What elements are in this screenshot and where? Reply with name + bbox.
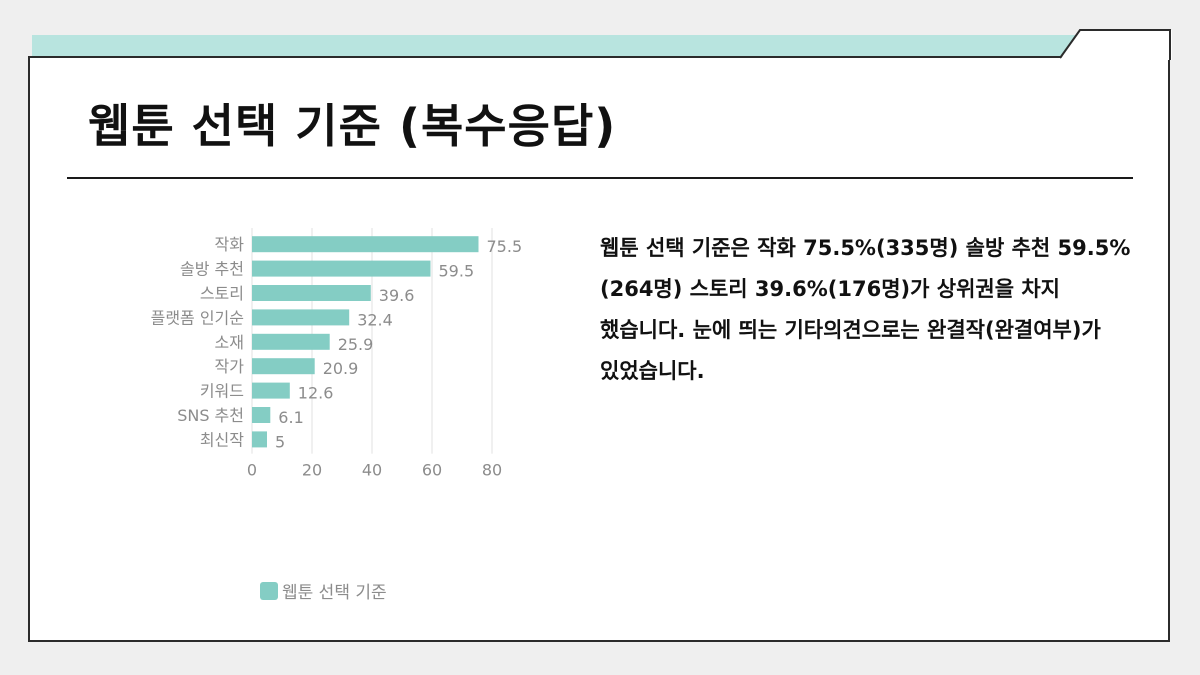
page-title: 웹툰 선택 기준 (복수응답) bbox=[88, 99, 617, 153]
legend-swatch bbox=[260, 581, 278, 600]
category-label: 최신작 bbox=[200, 430, 244, 449]
description-text: 웹툰 선택 기준은 작화 75.5%(335명) 솔방 추천 59.5%(264… bbox=[600, 236, 1131, 383]
category-label: 작화 bbox=[215, 235, 245, 254]
bar bbox=[252, 260, 431, 277]
x-tick-label: 40 bbox=[362, 461, 382, 480]
slide-card bbox=[28, 56, 1170, 642]
x-tick-label: 80 bbox=[482, 461, 502, 480]
bar-chart: 0 20 40 60 80 작화 75.5 솔방 추천 59.5 스토리 39.6 플랫폼 인기순 32… bbox=[151, 228, 523, 480]
category-label: 스토리 bbox=[200, 284, 244, 303]
category-label: 작가 bbox=[215, 357, 245, 376]
category-label: 솔방 추천 bbox=[180, 260, 244, 279]
bar bbox=[252, 358, 315, 375]
title-divider bbox=[67, 177, 1133, 179]
data-label: 20.9 bbox=[323, 359, 359, 378]
data-label: 12.6 bbox=[298, 384, 334, 403]
bar bbox=[252, 236, 479, 253]
bar bbox=[252, 431, 267, 448]
category-label: SNS 추천 bbox=[177, 406, 244, 425]
bar bbox=[252, 407, 271, 423]
x-tick-label: 0 bbox=[247, 461, 257, 480]
bar bbox=[252, 309, 350, 326]
data-label: 39.6 bbox=[379, 286, 415, 305]
data-label: 32.4 bbox=[357, 310, 393, 329]
x-tick-label: 20 bbox=[302, 461, 322, 480]
category-label: 플랫폼 인기순 bbox=[151, 308, 244, 327]
header-accent-strip bbox=[32, 35, 1077, 57]
data-label: 5 bbox=[275, 432, 285, 451]
data-label: 75.5 bbox=[487, 237, 523, 256]
legend-label: 웹툰 선택 기준 bbox=[282, 583, 387, 603]
bar bbox=[252, 285, 371, 301]
chart-legend[interactable]: 웹툰 선택 기준 bbox=[260, 578, 387, 603]
category-label: 키워드 bbox=[200, 382, 244, 401]
data-label: 6.1 bbox=[278, 408, 303, 427]
x-tick-label: 60 bbox=[422, 461, 442, 480]
bar bbox=[252, 382, 290, 399]
card-corner-notch bbox=[1060, 29, 1172, 60]
bar bbox=[252, 333, 330, 350]
category-label: 소재 bbox=[215, 333, 244, 352]
data-label: 59.5 bbox=[439, 262, 475, 281]
data-label: 25.9 bbox=[338, 335, 374, 354]
